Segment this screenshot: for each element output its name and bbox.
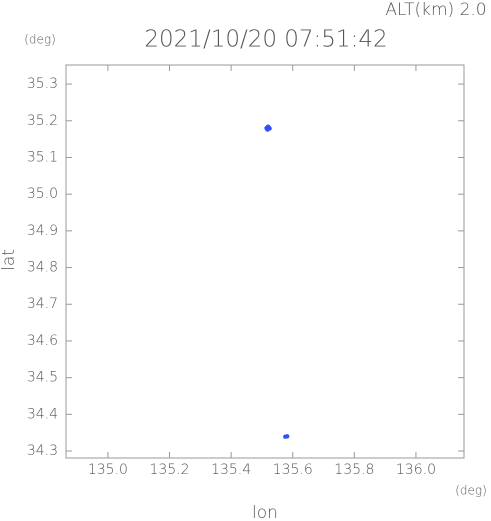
chart-title: 2021/10/20 07:51:42: [144, 27, 387, 53]
y-tick-label: 34.6: [27, 333, 58, 349]
x-tick-label: 135.6: [273, 462, 313, 478]
y-tick-label: 34.3: [27, 443, 58, 459]
y-tick-label: 34.8: [27, 260, 58, 276]
altitude-label: ALT(km) 2.0: [385, 0, 486, 20]
x-axis-label: lon: [252, 503, 278, 521]
y-tick-label: 34.9: [27, 223, 58, 239]
y-tick-label: 35.0: [27, 186, 58, 202]
x-tick-label: 135.8: [334, 462, 374, 478]
x-tick-label: 135.4: [211, 462, 251, 478]
y-axis-label: lat: [0, 249, 19, 271]
x-tick-label: 135.0: [88, 462, 128, 478]
y-unit: (deg): [24, 33, 56, 47]
x-tick-label: 136.0: [396, 462, 436, 478]
y-tick-label: 34.7: [27, 296, 58, 312]
x-unit: (deg): [455, 484, 487, 498]
y-tick-label: 35.3: [27, 76, 58, 92]
y-tick-label: 35.1: [27, 149, 58, 165]
point: [266, 125, 271, 130]
x-tick-label: 135.2: [149, 462, 189, 478]
y-tick-label: 35.2: [27, 113, 58, 129]
y-tick-label: 34.4: [27, 406, 58, 422]
plot-frame: [65, 64, 465, 459]
point: [284, 434, 290, 439]
y-tick-label: 34.5: [27, 370, 58, 386]
